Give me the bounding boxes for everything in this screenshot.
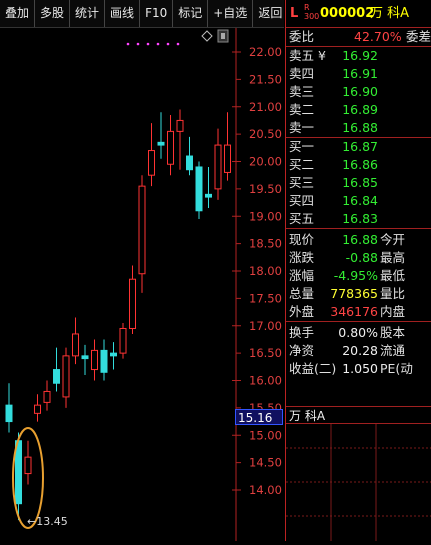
buy-row: 买三 16.85 (289, 175, 378, 190)
buy-row: 买五 16.83 (289, 211, 378, 226)
candle-up (72, 333, 79, 357)
extra-row: 净资 20.28 流通 (289, 343, 406, 358)
statistics-button[interactable]: 统计 (70, 0, 106, 27)
price-axis-label: 21.50 (249, 72, 282, 86)
stat-row: 涨幅 -4.95% 最低 (289, 268, 406, 283)
candle-up (138, 185, 146, 275)
quote-panel: L R 300 000002 万 科A 委比 42.70% 委差 卖五 ¥16.9… (285, 0, 431, 541)
chart-overlay-dots (126, 42, 180, 46)
price-axis-label: 14.50 (249, 456, 282, 470)
price-axis-label: 14.00 (249, 483, 282, 497)
index-badge: R 300 (304, 3, 320, 21)
sell-row: 卖四 16.91 (289, 66, 378, 81)
candle-up (24, 456, 32, 475)
stat-row: 涨跌 -0.88 最高 (289, 250, 406, 265)
buy-row: 买四 16.84 (289, 193, 378, 208)
extra-row: 换手 0.80% 股本 (289, 325, 406, 340)
webi-row: 委比 42.70% 委差 (286, 27, 431, 46)
price-axis-label: 22.00 (249, 45, 282, 59)
chart-toolbar: 叠加 多股 统计 画线 F10 标记 +自选 返回 (0, 0, 284, 28)
f10-button[interactable]: F10 (140, 0, 174, 27)
candle-up (43, 390, 51, 403)
candle-down (205, 193, 212, 198)
candle-up (91, 349, 98, 371)
candle-down (81, 355, 89, 360)
price-axis-label: 16.50 (249, 346, 282, 360)
stat-row: 现价 16.88 今开 (289, 232, 406, 247)
sell-row: 卖一 16.88 (289, 120, 378, 135)
stock-name: 万 科A (370, 6, 410, 21)
low-highlight-ellipse (12, 427, 44, 529)
level-badge: L (290, 6, 299, 21)
buy-row: 买二 16.86 (289, 157, 378, 172)
price-axis-label: 18.50 (249, 237, 282, 251)
price-axis-label: 18.00 (249, 264, 282, 278)
candle-down (100, 349, 108, 373)
candle-up (167, 130, 174, 165)
candle-up (176, 119, 184, 132)
add-favorite-button[interactable]: +自选 (208, 0, 254, 27)
candle-up (148, 150, 155, 176)
price-axis-label: 21.00 (249, 100, 282, 114)
price-axis-label: 19.00 (249, 209, 282, 223)
draw-line-button[interactable]: 画线 (105, 0, 141, 27)
price-axis-label: 20.50 (249, 127, 282, 141)
mini-chart-title: 万 科A (286, 406, 431, 424)
price-axis-label: 19.50 (249, 182, 282, 196)
candle-down (186, 155, 193, 171)
diamond-icon[interactable] (201, 30, 213, 42)
candle-up (214, 144, 222, 190)
sell-row: 卖五 ¥16.92 (289, 48, 378, 63)
extra-block: 换手 0.80% 股本 净资 20.28 流通 收益(二) 1.050 PE(动 (286, 321, 431, 378)
candle-down (53, 369, 60, 384)
stock-code: 000002 (320, 6, 375, 21)
extra-row: 收益(二) 1.050 PE(动 (289, 361, 413, 376)
candle-up (224, 144, 231, 173)
low-price-marker: ←13.45 (27, 515, 68, 528)
price-axis-label: 17.50 (249, 291, 282, 305)
multi-stock-button[interactable]: 多股 (35, 0, 71, 27)
scroll-toggle-icon[interactable] (217, 29, 229, 43)
stat-row: 总量 778365 量比 (289, 286, 406, 301)
candle-down (195, 166, 203, 212)
stats-block: 现价 16.88 今开 涨跌 -0.88 最高 涨幅 -4.95% 最低 总量 778365 量… (286, 228, 431, 321)
stock-header: L R 300 000002 万 科A (286, 0, 431, 27)
sell-row: 卖三 16.90 (289, 84, 378, 99)
candle-up (129, 278, 136, 329)
overlay-button[interactable]: 叠加 (0, 0, 36, 27)
buy-orders: 买一 16.87 买二 16.86 买三 16.85 买四 16.84 买五 16.83 (286, 137, 431, 228)
buy-row: 买一 16.87 (289, 139, 378, 154)
price-axis-label: 20.00 (249, 155, 282, 169)
candle-up (119, 327, 127, 354)
kline-svg: 22.00 21.50 21.00 20.50 20.00 19.50 19.00 18.50… (5, 28, 282, 541)
back-button[interactable]: 返回 (258, 6, 283, 20)
candle-down (110, 352, 117, 357)
price-axis-label: 16.00 (249, 374, 282, 388)
price-axis-label: 15.00 (249, 428, 282, 442)
mark-button[interactable]: 标记 (173, 0, 209, 27)
current-price-tag: 15.16 (235, 409, 283, 425)
sell-orders: 卖五 ¥16.92 卖四 16.91 卖三 16.90 卖二 16.89 卖一 16.8… (286, 46, 431, 137)
kline-chart[interactable]: 22.00 21.50 21.00 20.50 20.00 19.50 19.00 18.50… (0, 28, 284, 541)
price-axis-label: 17.00 (249, 319, 282, 333)
mini-chart-grid[interactable] (286, 424, 431, 541)
sell-row: 卖二 16.89 (289, 102, 378, 117)
candle-down (157, 141, 165, 146)
candle-up (62, 355, 70, 398)
candle-up (34, 404, 41, 414)
stat-row: 外盘 346176 内盘 (289, 304, 406, 319)
candle-down (5, 404, 13, 423)
